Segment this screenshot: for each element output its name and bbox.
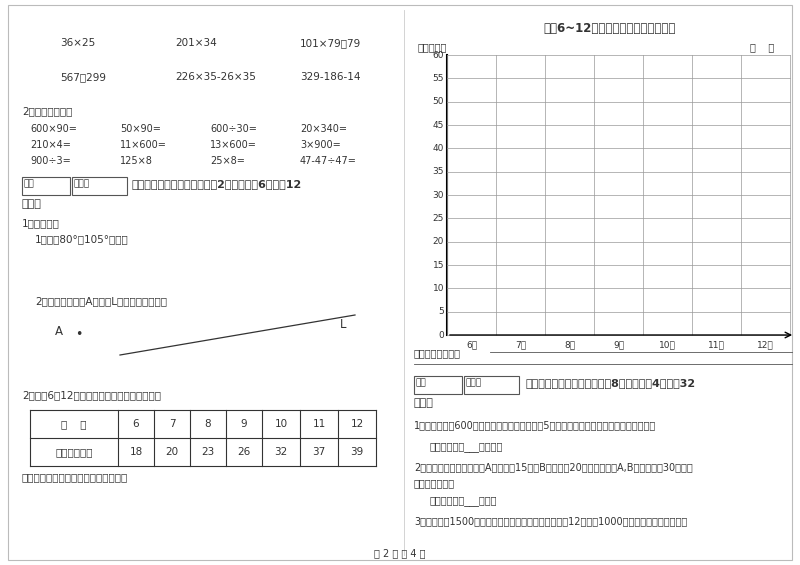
Text: 23: 23	[202, 447, 214, 457]
Text: 从表中我发现了：: 从表中我发现了：	[414, 348, 461, 358]
Text: 3×900=: 3×900=	[300, 140, 341, 150]
Text: 11×600=: 11×600=	[120, 140, 167, 150]
Text: 8岁: 8岁	[564, 340, 575, 349]
Text: 答：应该准备___元钱。: 答：应该准备___元钱。	[430, 496, 498, 506]
Text: 60: 60	[433, 50, 444, 59]
Text: 评卷人: 评卷人	[74, 179, 90, 188]
Text: 40: 40	[433, 144, 444, 153]
Text: 9: 9	[241, 419, 247, 429]
Bar	[22, 177, 70, 195]
Text: 125×8: 125×8	[120, 156, 153, 166]
Text: 12: 12	[350, 419, 364, 429]
Text: 8: 8	[205, 419, 211, 429]
Text: 900÷3=: 900÷3=	[30, 156, 70, 166]
Text: 第 2 页 共 4 页: 第 2 页 共 4 页	[374, 548, 426, 558]
Text: 26: 26	[238, 447, 250, 457]
Text: 13×600=: 13×600=	[210, 140, 257, 150]
Text: 210×4=: 210×4=	[30, 140, 71, 150]
Text: 20: 20	[166, 447, 178, 457]
Text: 答：需要准备___棵树苗。: 答：需要准备___棵树苗。	[430, 442, 503, 452]
Text: 20: 20	[433, 237, 444, 246]
Text: 芳芳6~12岁每年生日体重情况统计图: 芳芳6~12岁每年生日体重情况统计图	[544, 22, 676, 35]
Text: 567－299: 567－299	[60, 72, 106, 82]
Text: 六、应用知识，解决问题（共8小题，每题4分，共32: 六、应用知识，解决问题（共8小题，每题4分，共32	[525, 378, 695, 388]
Bar	[464, 376, 519, 394]
Text: 32: 32	[274, 447, 288, 457]
Text: 25: 25	[433, 214, 444, 223]
Text: 五、认真思考，综合能力（共2小题，每题6分，共12: 五、认真思考，综合能力（共2小题，每题6分，共12	[132, 179, 302, 189]
Text: 25×8=: 25×8=	[210, 156, 245, 166]
Text: 单位：千克: 单位：千克	[418, 42, 447, 52]
Text: 45: 45	[433, 120, 444, 129]
Text: 15: 15	[433, 260, 444, 270]
Bar	[414, 376, 462, 394]
Text: 30: 30	[433, 190, 444, 199]
Text: 7岁: 7岁	[515, 340, 526, 349]
Text: 1．计划在一条600米的堤坝上，从头到尾每隔5米放一棵树，那么需要准备多少棵树苗？: 1．计划在一条600米的堤坝上，从头到尾每隔5米放一棵树，那么需要准备多少棵树苗…	[414, 420, 656, 430]
Text: 226×35-26×35: 226×35-26×35	[175, 72, 256, 82]
Text: 5: 5	[438, 307, 444, 316]
Text: 根据表中的数据，完成下面的统计图。: 根据表中的数据，完成下面的统计图。	[22, 472, 128, 482]
Text: 50×90=: 50×90=	[120, 124, 161, 134]
Text: 2．直接写得数。: 2．直接写得数。	[22, 106, 72, 116]
Text: 2、过直线外一点A画直线L的平行线和垂线。: 2、过直线外一点A画直线L的平行线和垂线。	[35, 296, 167, 306]
Text: 10: 10	[274, 419, 287, 429]
Text: 分）。: 分）。	[22, 199, 42, 209]
Bar	[72, 177, 127, 195]
Text: A: A	[55, 325, 63, 338]
Text: 10: 10	[433, 284, 444, 293]
Text: 101×79－79: 101×79－79	[300, 38, 362, 48]
Text: 评卷人: 评卷人	[466, 378, 482, 387]
Text: 329-186-14: 329-186-14	[300, 72, 361, 82]
Text: 55: 55	[433, 74, 444, 83]
Text: 分）。: 分）。	[414, 398, 434, 408]
Text: 11: 11	[312, 419, 326, 429]
Text: 6岁: 6岁	[466, 340, 477, 349]
Text: 该准备多少钱？: 该准备多少钱？	[414, 478, 455, 488]
Text: 1、画出80°，105°的角。: 1、画出80°，105°的角。	[35, 234, 129, 244]
Text: 3．波斯猫有1500克，非洲猫的重量是波斯猫的重量的12倍还多1000克，非洲猫有多少千克？: 3．波斯猫有1500克，非洲猫的重量是波斯猫的重量的12倍还多1000克，非洲猫…	[414, 516, 687, 526]
Text: 35: 35	[433, 167, 444, 176]
Text: 39: 39	[350, 447, 364, 457]
Text: 600÷30=: 600÷30=	[210, 124, 257, 134]
Text: 9岁: 9岁	[613, 340, 624, 349]
Text: 47-47÷47=: 47-47÷47=	[300, 156, 357, 166]
Text: 0: 0	[438, 331, 444, 340]
Text: 11岁: 11岁	[708, 340, 725, 349]
Text: 傅分: 傅分	[416, 378, 426, 387]
Text: 600×90=: 600×90=	[30, 124, 77, 134]
Text: 12岁: 12岁	[757, 340, 774, 349]
Text: 10岁: 10岁	[659, 340, 676, 349]
Text: 傅分: 傅分	[24, 179, 34, 188]
Text: L: L	[340, 318, 346, 331]
Text: 37: 37	[312, 447, 326, 457]
Text: 201×34: 201×34	[175, 38, 217, 48]
Text: 2．学校要准备两种图书，A图书每本15元，B图书每本20元，学校要买A,B两种图书各30本，应: 2．学校要准备两种图书，A图书每本15元，B图书每本20元，学校要买A,B两种图…	[414, 462, 693, 472]
Text: 1、操作题：: 1、操作题：	[22, 218, 60, 228]
Text: 年    月: 年 月	[750, 42, 774, 52]
Text: 2．芳在6到12岁每年的生日测得体重如下表。: 2．芳在6到12岁每年的生日测得体重如下表。	[22, 390, 161, 400]
Text: 6: 6	[133, 419, 139, 429]
Text: 7: 7	[169, 419, 175, 429]
Text: 20×340=: 20×340=	[300, 124, 347, 134]
Text: 年    龄: 年 龄	[62, 419, 86, 429]
Text: •: •	[75, 328, 82, 341]
Text: 体重（千克）: 体重（千克）	[55, 447, 93, 457]
Text: 36×25: 36×25	[60, 38, 95, 48]
Text: 50: 50	[433, 97, 444, 106]
Text: 18: 18	[130, 447, 142, 457]
